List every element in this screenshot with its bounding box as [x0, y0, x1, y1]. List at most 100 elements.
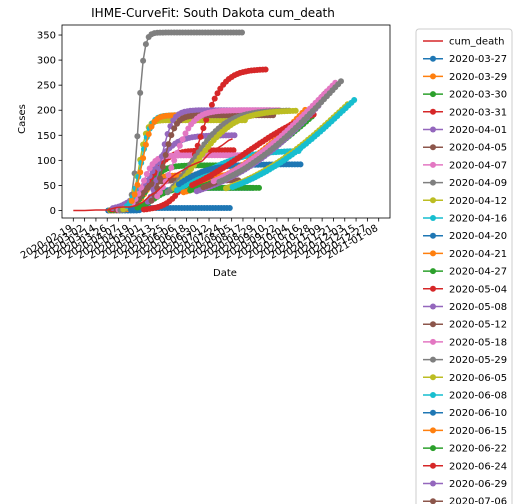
legend-label-cum_death: cum_death	[449, 37, 504, 48]
legend-marker-2020-06-15	[430, 427, 436, 434]
legend-label-2020-03-29: 2020-03-29	[449, 72, 507, 83]
series-point-2020-04-09-8	[140, 57, 147, 64]
series-point-2020-04-07-10	[143, 171, 150, 177]
legend-marker-2020-04-12	[430, 197, 436, 204]
series-point-2020-06-10-43	[297, 161, 304, 168]
series-point-2020-05-18-3	[162, 178, 169, 185]
y-tick-label-150: 150	[37, 131, 56, 142]
legend-label-2020-04-21: 2020-04-21	[449, 249, 507, 260]
legend-label-2020-04-20: 2020-04-20	[449, 231, 507, 242]
series-point-2020-04-21-6	[145, 131, 152, 138]
y-tick-label-100: 100	[37, 156, 56, 167]
series-point-2020-04-21-2	[134, 181, 141, 188]
legend-label-2020-07-06: 2020-07-06	[449, 497, 507, 504]
legend-marker-2020-05-08	[430, 303, 436, 310]
plot-frame	[61, 24, 391, 219]
legend-label-2020-05-12: 2020-05-12	[449, 320, 507, 331]
legend-label-2020-04-16: 2020-04-16	[449, 214, 507, 225]
legend-label-2020-06-15: 2020-06-15	[449, 426, 507, 437]
series-2020-08-06	[229, 97, 358, 190]
y-tick-label-300: 300	[37, 56, 56, 67]
series-point-2020-04-21-5	[142, 141, 149, 148]
legend-label-2020-06-10: 2020-06-10	[449, 408, 507, 419]
legend-marker-2020-03-29	[430, 73, 436, 80]
legend-marker-2020-05-18	[430, 338, 436, 345]
legend-marker-2020-06-08	[430, 392, 436, 398]
series-2020-07-23	[216, 78, 344, 185]
actual-line-cum_death	[73, 138, 233, 212]
plot-area: 0501001502002503003502020-02-192020-03-0…	[19, 24, 391, 262]
legend-label-2020-06-29: 2020-06-29	[449, 479, 507, 490]
legend-marker-2020-06-22	[430, 445, 436, 452]
series-point-2020-05-04-26	[214, 90, 221, 97]
legend-marker-2020-05-12	[430, 321, 436, 328]
legend-marker-2020-06-24	[430, 462, 436, 469]
x-axis-label: Date	[213, 268, 237, 279]
series-point-2020-05-12-8	[171, 125, 178, 132]
chart-title: IHME-CurveFit: South Dakota cum_death	[91, 6, 335, 20]
y-axis-label: Cases	[17, 104, 28, 134]
legend-marker-2020-06-05	[430, 374, 436, 381]
legend-marker-2020-04-09	[430, 179, 436, 186]
legend-label-2020-06-24: 2020-06-24	[449, 461, 507, 472]
series-group	[73, 29, 358, 214]
series-point-2020-05-04-25	[211, 95, 218, 102]
legend-marker-2020-04-05	[430, 144, 436, 151]
legend-label-2020-03-31: 2020-03-31	[449, 107, 507, 118]
series-point-2020-05-18-8	[176, 142, 183, 149]
y-tick-label-250: 250	[37, 81, 56, 92]
legend-label-2020-04-09: 2020-04-09	[449, 178, 507, 189]
legend-marker-2020-06-10	[430, 409, 436, 416]
legend-label-2020-03-27: 2020-03-27	[449, 54, 507, 65]
series-point-2020-05-12-6	[165, 141, 172, 148]
y-tick-label-350: 350	[37, 31, 56, 42]
series-point-2020-04-21-0	[128, 198, 135, 204]
y-tick-label-0: 0	[50, 206, 56, 217]
legend-label-2020-05-29: 2020-05-29	[449, 355, 507, 366]
legend-marker-2020-04-27	[430, 268, 436, 275]
series-point-2020-05-04-24	[208, 101, 215, 108]
y-tick-label-200: 200	[37, 106, 56, 117]
series-point-2020-05-12-5	[162, 152, 169, 158]
series-point-2020-06-05-43	[292, 107, 299, 114]
legend-marker-2020-05-04	[430, 285, 436, 292]
series-point-2020-03-27-43	[226, 205, 233, 211]
y-tick-label-50: 50	[43, 181, 56, 192]
series-point-2020-05-18-9	[179, 136, 186, 143]
legend-label-2020-04-12: 2020-04-12	[449, 196, 507, 207]
legend-label-2020-04-05: 2020-04-05	[449, 143, 507, 154]
series-point-2020-05-12-3	[157, 175, 163, 182]
legend-label-2020-06-22: 2020-06-22	[449, 444, 507, 455]
legend-label-2020-05-04: 2020-05-04	[449, 284, 507, 295]
series-point-2020-07-23-43	[338, 78, 344, 85]
legend-label-2020-05-18: 2020-05-18	[449, 337, 507, 348]
series-point-2020-05-04-20	[197, 133, 204, 140]
legend-label-2020-04-07: 2020-04-07	[449, 160, 507, 171]
legend-marker-2020-05-29	[430, 356, 436, 363]
series-point-2020-04-01-43	[231, 132, 238, 139]
legend-marker-2020-04-01	[430, 126, 436, 133]
legend-label-2020-04-27: 2020-04-27	[449, 267, 507, 278]
series-point-2020-05-18-6	[171, 157, 178, 164]
legend-label-2020-03-30: 2020-03-30	[449, 90, 507, 101]
series-point-2020-04-09-9	[142, 41, 149, 48]
legend-marker-2020-04-16	[430, 215, 436, 221]
series-point-2020-05-18-5	[168, 164, 175, 171]
series-point-2020-04-09-6	[134, 133, 141, 140]
series-point-2020-04-07-11	[146, 165, 153, 172]
series-point-2020-05-18-2	[159, 184, 166, 191]
legend-marker-2020-03-27	[430, 55, 436, 62]
series-point-2020-04-21-1	[131, 191, 138, 198]
series-point-2020-04-09-43	[239, 29, 245, 36]
legend-marker-2020-04-21	[430, 250, 436, 257]
series-point-2020-04-09-7	[137, 89, 144, 96]
legend-marker-2020-04-20	[430, 232, 436, 239]
legend-marker-2020-07-06	[430, 498, 436, 504]
legend-label-2020-05-08: 2020-05-08	[449, 302, 507, 313]
series-point-2020-04-21-7	[148, 123, 155, 130]
series-2020-04-09	[117, 29, 245, 214]
legend-marker-2020-04-07	[430, 161, 436, 168]
legend-label-2020-06-08: 2020-06-08	[449, 391, 507, 402]
series-point-2020-05-12-4	[159, 163, 166, 170]
